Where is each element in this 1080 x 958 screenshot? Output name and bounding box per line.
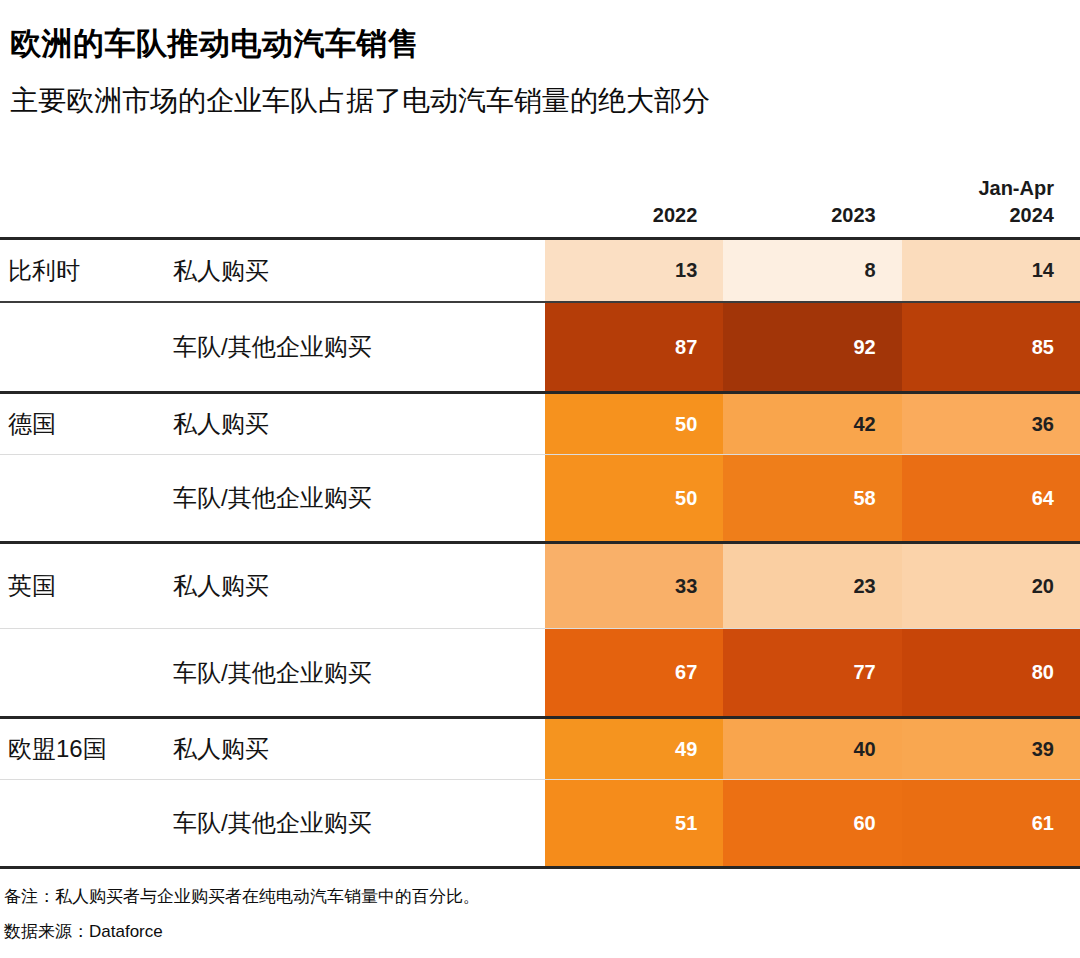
heat-cell: 77 [723, 629, 901, 716]
heat-cell: 51 [545, 780, 723, 866]
fleet-purchase-row: 车队/其他企业购买879285 [0, 301, 1080, 391]
heat-cell: 50 [545, 394, 723, 454]
buyer-type-label: 私人购买 [173, 733, 545, 765]
heat-cell: 49 [545, 719, 723, 779]
year-header-line2: 2023 [831, 202, 876, 229]
heat-cell: 23 [723, 544, 901, 628]
source-text: 数据来源：Dataforce [4, 920, 1080, 945]
page-subtitle: 主要欧洲市场的企业车队占据了电动汽车销量的绝大部分 [10, 84, 1080, 118]
buyer-type-label: 车队/其他企业购买 [173, 482, 545, 514]
heat-cell: 14 [902, 240, 1080, 301]
private-purchase-row: 英国私人购买332320 [0, 544, 1080, 628]
heat-cell: 8 [723, 240, 901, 301]
year-header-line2: 2024 [1009, 202, 1054, 229]
country-label: 德国 [0, 408, 173, 440]
year-header-2024: Jan-Apr 2024 [902, 175, 1080, 229]
heat-cell: 58 [723, 455, 901, 541]
column-headers: 2022 2023 Jan-Apr 2024 [0, 161, 1080, 229]
country-block: 德国私人购买504236车队/其他企业购买505864 [0, 391, 1080, 541]
fleet-purchase-row: 车队/其他企业购买516061 [0, 779, 1080, 866]
infographic: 欧洲的车队推动电动汽车销售 主要欧洲市场的企业车队占据了电动汽车销量的绝大部分 … [0, 0, 1080, 945]
country-block: 欧盟16国私人购买494039车队/其他企业购买516061 [0, 716, 1080, 866]
heat-cell: 87 [545, 303, 723, 391]
heat-cell: 67 [545, 629, 723, 716]
buyer-type-label: 私人购买 [173, 408, 545, 440]
heat-cell: 64 [902, 455, 1080, 541]
year-header-line1: Jan-Apr [978, 175, 1054, 202]
heat-cell: 36 [902, 394, 1080, 454]
heat-cell: 80 [902, 629, 1080, 716]
heat-cell: 50 [545, 455, 723, 541]
private-purchase-row: 欧盟16国私人购买494039 [0, 719, 1080, 779]
country-label: 比利时 [0, 255, 173, 287]
heat-cell: 60 [723, 780, 901, 866]
heat-cell: 61 [902, 780, 1080, 866]
buyer-type-label: 私人购买 [173, 570, 545, 602]
buyer-type-label: 私人购买 [173, 255, 545, 287]
buyer-type-label: 车队/其他企业购买 [173, 807, 545, 839]
heat-cell: 92 [723, 303, 901, 391]
private-purchase-row: 德国私人购买504236 [0, 394, 1080, 454]
page-title: 欧洲的车队推动电动汽车销售 [10, 26, 1080, 62]
country-label: 欧盟16国 [0, 733, 173, 765]
heat-cell: 85 [902, 303, 1080, 391]
country-block: 比利时私人购买13814车队/其他企业购买879285 [0, 237, 1080, 391]
heat-cell: 33 [545, 544, 723, 628]
year-header-2022: 2022 [545, 202, 723, 229]
private-purchase-row: 比利时私人购买13814 [0, 240, 1080, 301]
year-header-2023: 2023 [723, 202, 901, 229]
heat-cell: 42 [723, 394, 901, 454]
buyer-type-label: 车队/其他企业购买 [173, 657, 545, 689]
note-text: 备注：私人购买者与企业购买者在纯电动汽车销量中的百分比。 [4, 885, 1080, 910]
fleet-purchase-row: 车队/其他企业购买505864 [0, 454, 1080, 541]
heat-cell: 20 [902, 544, 1080, 628]
heatmap-table: 比利时私人购买13814车队/其他企业购买879285德国私人购买504236车… [0, 237, 1080, 869]
heat-cell: 13 [545, 240, 723, 301]
year-header-line2: 2022 [653, 202, 698, 229]
heat-cell: 40 [723, 719, 901, 779]
fleet-purchase-row: 车队/其他企业购买677780 [0, 628, 1080, 716]
buyer-type-label: 车队/其他企业购买 [173, 331, 545, 363]
heat-cell: 39 [902, 719, 1080, 779]
country-block: 英国私人购买332320车队/其他企业购买677780 [0, 541, 1080, 716]
country-label: 英国 [0, 570, 173, 602]
